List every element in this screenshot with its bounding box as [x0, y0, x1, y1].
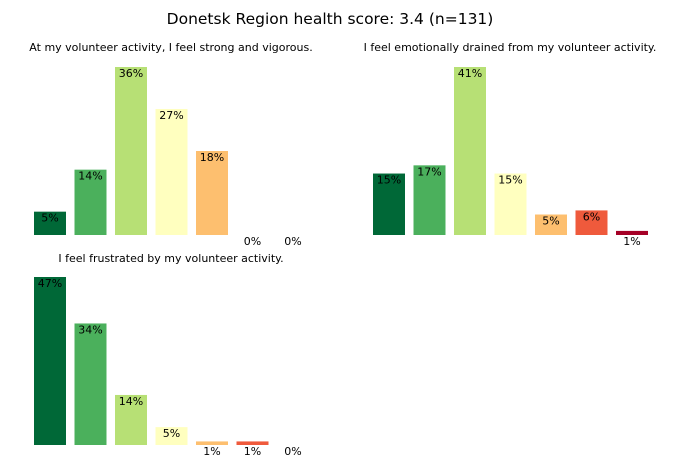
bar [74, 169, 107, 235]
bar-value-label: 0% [284, 445, 301, 458]
bar [454, 67, 486, 235]
bar [115, 67, 147, 235]
bar-value-label: 41% [458, 67, 482, 80]
bar-value-label: 18% [200, 151, 224, 164]
bar [616, 230, 648, 235]
bar-value-label: 17% [417, 165, 441, 178]
chart-panel-title: I feel frustrated by my volunteer activi… [58, 252, 283, 265]
bar [74, 323, 107, 445]
bar-value-label: 1% [623, 235, 640, 248]
bar-value-label: 5% [542, 215, 559, 228]
bar [575, 210, 608, 235]
bar-value-label: 0% [284, 235, 301, 248]
bar [34, 277, 66, 445]
figure-title: Donetsk Region health score: 3.4 (n=131) [167, 10, 494, 28]
chart-panel-2: I feel emotionally drained from my volun… [364, 41, 657, 248]
chart-panel-3: I feel frustrated by my volunteer activi… [34, 252, 302, 458]
chart-panel-1: At my volunteer activity, I feel strong … [29, 41, 312, 248]
bar-value-label: 14% [119, 395, 143, 408]
bar-value-label: 5% [41, 212, 58, 225]
bar-value-label: 6% [583, 210, 600, 223]
bar-value-label: 15% [377, 174, 401, 187]
bar [196, 151, 228, 235]
bar-value-label: 14% [78, 170, 102, 183]
chart-panel-title: At my volunteer activity, I feel strong … [29, 41, 312, 54]
bar-value-label: 5% [163, 427, 180, 440]
bar [155, 427, 188, 445]
bar [236, 441, 269, 445]
bar [155, 109, 188, 235]
chart-panel-title: I feel emotionally drained from my volun… [364, 41, 657, 54]
bar-value-label: 1% [244, 445, 261, 458]
bar [34, 211, 66, 235]
bar [196, 441, 228, 445]
bar-value-label: 0% [244, 235, 261, 248]
bar-value-label: 34% [78, 323, 102, 336]
chart-panels: At my volunteer activity, I feel strong … [29, 41, 656, 458]
bar [494, 173, 527, 235]
bar [115, 394, 147, 445]
bar-value-label: 1% [203, 445, 220, 458]
bar [413, 165, 446, 235]
bar-value-label: 27% [159, 109, 183, 122]
bar-value-label: 36% [119, 67, 143, 80]
bar [535, 214, 567, 235]
bar [373, 173, 405, 235]
bar-value-label: 15% [498, 174, 522, 187]
bar-value-label: 47% [38, 277, 62, 290]
